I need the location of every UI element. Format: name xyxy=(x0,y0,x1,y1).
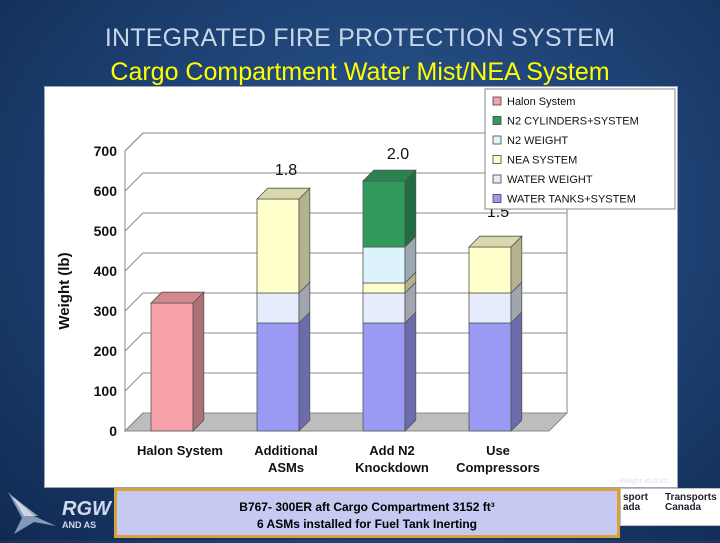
legend-swatch xyxy=(492,96,502,106)
file-label: Weight v0.d.xls xyxy=(620,478,668,485)
bar-segment xyxy=(150,302,194,432)
legend-box xyxy=(484,88,676,210)
y-tick-label: 100 xyxy=(94,383,118,399)
slide-subtitle: Cargo Compartment Water Mist/NEA System xyxy=(110,58,610,86)
x-category-label: Additional xyxy=(254,443,318,458)
y-tick-label: 400 xyxy=(94,263,118,279)
legend-swatch xyxy=(492,174,502,184)
bar-segment xyxy=(468,246,512,294)
bar-top xyxy=(468,235,523,248)
rgw-logo: RGW AND AS xyxy=(4,486,114,538)
chart-panel: 0 100 200 300 400 500 600 700 Weight (lb) Halon S… xyxy=(44,86,678,488)
bar-segment-side xyxy=(510,311,523,432)
bar-top xyxy=(362,169,417,182)
legend-entry: WATER TANKS+SYSTEM xyxy=(507,194,636,206)
transport-canada-logo: sport ada Transports Canada xyxy=(620,488,720,526)
bar-top xyxy=(150,291,205,304)
note-box: B767- 300ER aft Cargo Compartment 3152 f… xyxy=(114,488,620,538)
legend-entry: N2 CYLINDERS+SYSTEM xyxy=(507,116,639,128)
bar-segment xyxy=(362,292,406,324)
logo-left-text: RGW xyxy=(62,498,111,520)
legend-swatch xyxy=(492,194,502,203)
x-category-label: ASMs xyxy=(268,460,304,475)
x-category-label: Use xyxy=(486,443,510,458)
legend-swatch xyxy=(492,155,502,164)
gridline xyxy=(124,172,567,192)
y-tick-label: 200 xyxy=(94,343,118,359)
y-tick-label: 500 xyxy=(94,223,118,239)
x-category-label: Compressors xyxy=(456,460,540,475)
bar-segment xyxy=(362,322,406,432)
bar-segment xyxy=(468,322,512,432)
bar-segment xyxy=(362,246,406,284)
bar-segment-side xyxy=(192,291,205,432)
bar-top xyxy=(256,187,311,200)
weight-chart: 0 100 200 300 400 500 600 700 Weight (lb) Halon S… xyxy=(56,88,676,475)
note-line-1: B767- 300ER aft Cargo Compartment 3152 f… xyxy=(239,500,495,514)
legend-swatch xyxy=(492,116,502,125)
gridline xyxy=(124,292,567,312)
note-line-2: 6 ASMs installed for Fuel Tank Inerting xyxy=(256,517,478,531)
legend-entry: NEA SYSTEM xyxy=(507,155,577,167)
bar-segment xyxy=(362,180,406,248)
logo-right-text-a: sport ada xyxy=(623,492,648,513)
bar-annotation: 2.0 xyxy=(387,146,409,163)
logo-right-text-b: Transports Canada xyxy=(665,492,717,513)
bar-segment xyxy=(256,322,300,432)
bar-segment xyxy=(468,292,512,324)
gridline xyxy=(124,332,567,352)
y-tick-label: 600 xyxy=(94,183,118,199)
gridline xyxy=(124,132,567,152)
bar-segment-side xyxy=(404,311,417,432)
legend-swatch xyxy=(492,135,502,145)
bar-segment-side xyxy=(298,311,311,432)
bar-annotation: 1.8 xyxy=(275,162,297,179)
x-category-label: Knockdown xyxy=(355,460,429,475)
gridline xyxy=(124,412,567,432)
bar-segment xyxy=(256,198,300,294)
y-tick-label: 0 xyxy=(109,423,117,439)
legend-entry: WATER WEIGHT xyxy=(507,174,593,186)
aircraft-logo-icon xyxy=(8,492,56,534)
bar-segment xyxy=(362,282,406,294)
x-category-label: Add N2 xyxy=(369,443,415,458)
bar-segment xyxy=(256,292,300,324)
legend-entry: Halon System xyxy=(507,96,575,108)
gridline xyxy=(124,372,567,392)
slide-title: INTEGRATED FIRE PROTECTION SYSTEM xyxy=(104,24,616,52)
bar-segment-side xyxy=(404,169,417,248)
logo-left-subtext: AND AS xyxy=(62,520,97,530)
gridline xyxy=(124,252,567,272)
y-tick-label: 300 xyxy=(94,303,118,319)
legend-entry: N2 WEIGHT xyxy=(507,135,568,147)
x-category-label: Halon System xyxy=(137,443,223,458)
gridline xyxy=(124,212,567,232)
bar-segment-side xyxy=(298,187,311,294)
y-axis-label: Weight (lb) xyxy=(56,252,73,329)
y-tick-label: 700 xyxy=(94,143,118,159)
